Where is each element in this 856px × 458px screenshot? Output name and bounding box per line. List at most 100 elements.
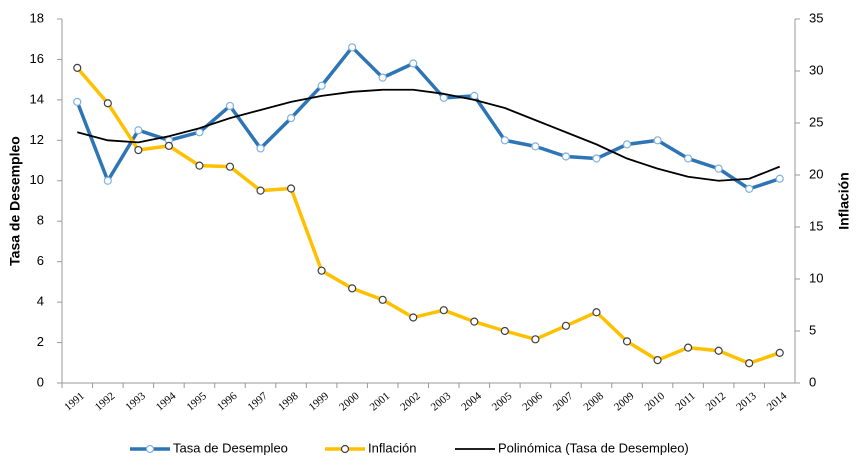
legend-label: Polinómica (Tasa de Desempleo) (498, 440, 689, 455)
y-tick-label: 14 (30, 91, 44, 106)
x-tick-label: 2003 (429, 390, 454, 414)
data-point (256, 186, 265, 195)
x-tick-label: 1993 (123, 390, 148, 414)
y-tick-label: 12 (30, 132, 44, 147)
y2-tick-label: 15 (809, 218, 823, 233)
x-tick-label: 2002 (398, 390, 423, 413)
y2-tick-label: 20 (809, 166, 823, 181)
x-tick-label: 1999 (307, 390, 332, 414)
data-point (164, 141, 173, 150)
x-tick-label: 2014 (765, 390, 790, 414)
legend-marker (145, 444, 155, 454)
x-tick-label: 2007 (551, 390, 576, 414)
y-tick-label: 6 (37, 253, 44, 268)
y-tick-label: 16 (30, 51, 44, 66)
data-point (622, 337, 632, 346)
x-tick-label: 2000 (337, 390, 362, 414)
data-point (714, 346, 723, 355)
x-tick-label: 1997 (246, 390, 271, 414)
data-point (775, 174, 784, 183)
series-line (75, 66, 781, 365)
data-point (470, 91, 479, 100)
x-tick-label: 2008 (581, 390, 606, 414)
data-point (409, 313, 418, 322)
x-tick-label: 2005 (490, 390, 515, 414)
data-point (195, 161, 204, 170)
y2-tick-label: 0 (809, 374, 816, 389)
x-tick-label: 2006 (520, 390, 545, 414)
x-tick-label: 2001 (368, 390, 393, 413)
data-point (348, 43, 357, 52)
x-tick-label: 1998 (276, 390, 301, 414)
x-tick-label: 2004 (459, 390, 484, 414)
data-point (317, 266, 326, 275)
x-tick-label: 2013 (734, 390, 759, 414)
y-tick-label: 4 (37, 294, 44, 309)
data-point (256, 144, 265, 153)
data-point (561, 152, 571, 161)
series-line (77, 88, 781, 182)
legend-marker (340, 444, 350, 454)
data-point (378, 73, 387, 82)
y-tick-label: 10 (30, 172, 44, 187)
x-tick-label: 1994 (154, 390, 179, 414)
data-point (500, 326, 509, 336)
data-point (684, 343, 693, 352)
y2-tick-label: 30 (809, 62, 823, 77)
data-point (775, 348, 784, 357)
x-tick-label: 1991 (62, 390, 87, 413)
x-tick-label: 1995 (184, 390, 209, 414)
data-point (531, 335, 540, 344)
y-axis-title: Tasa de Desempleo (7, 136, 23, 266)
data-point (225, 101, 235, 111)
y2-tick-label: 35 (809, 10, 823, 25)
data-point (409, 59, 418, 68)
x-tick-label: 2009 (612, 390, 637, 414)
data-point (225, 162, 235, 171)
data-point (195, 128, 204, 137)
data-point (73, 63, 82, 72)
data-point (684, 154, 693, 163)
x-tick-label: 1992 (93, 390, 118, 413)
legend-label: Inflación (368, 440, 416, 455)
data-point (653, 136, 662, 145)
data-point (745, 184, 754, 193)
y-tick-label: 18 (30, 10, 44, 25)
data-point (622, 140, 632, 149)
y2-tick-label: 5 (809, 322, 816, 337)
y-tick-label: 0 (37, 374, 44, 389)
data-point (561, 321, 571, 330)
data-point (134, 126, 143, 135)
data-point (745, 359, 754, 368)
y-tick-label: 2 (37, 334, 44, 349)
data-point (103, 176, 112, 185)
x-tick-label: 1996 (215, 390, 240, 414)
data-point (653, 356, 662, 365)
data-point (73, 97, 82, 107)
data-point (286, 113, 296, 123)
series-line (75, 45, 781, 191)
data-point (439, 306, 448, 315)
data-point (286, 184, 296, 193)
legend-label: Tasa de Desempleo (173, 440, 288, 455)
data-point (348, 284, 357, 293)
x-tick-label: 2011 (673, 390, 697, 413)
y2-axis-title: Inflación (836, 172, 852, 230)
data-point (378, 295, 387, 304)
x-tick-label: 2010 (643, 390, 668, 414)
data-point (592, 154, 601, 163)
data-point (470, 317, 479, 326)
data-point (714, 164, 723, 173)
data-point (317, 81, 326, 90)
x-tick-label: 2012 (704, 390, 729, 413)
data-point (103, 99, 112, 108)
data-point (134, 145, 143, 155)
y-tick-label: 8 (37, 213, 44, 228)
data-point (592, 308, 601, 317)
y2-tick-label: 10 (809, 270, 823, 285)
data-point (439, 93, 448, 102)
data-point (531, 142, 540, 151)
data-point (500, 136, 509, 145)
y2-tick-label: 25 (809, 114, 823, 129)
